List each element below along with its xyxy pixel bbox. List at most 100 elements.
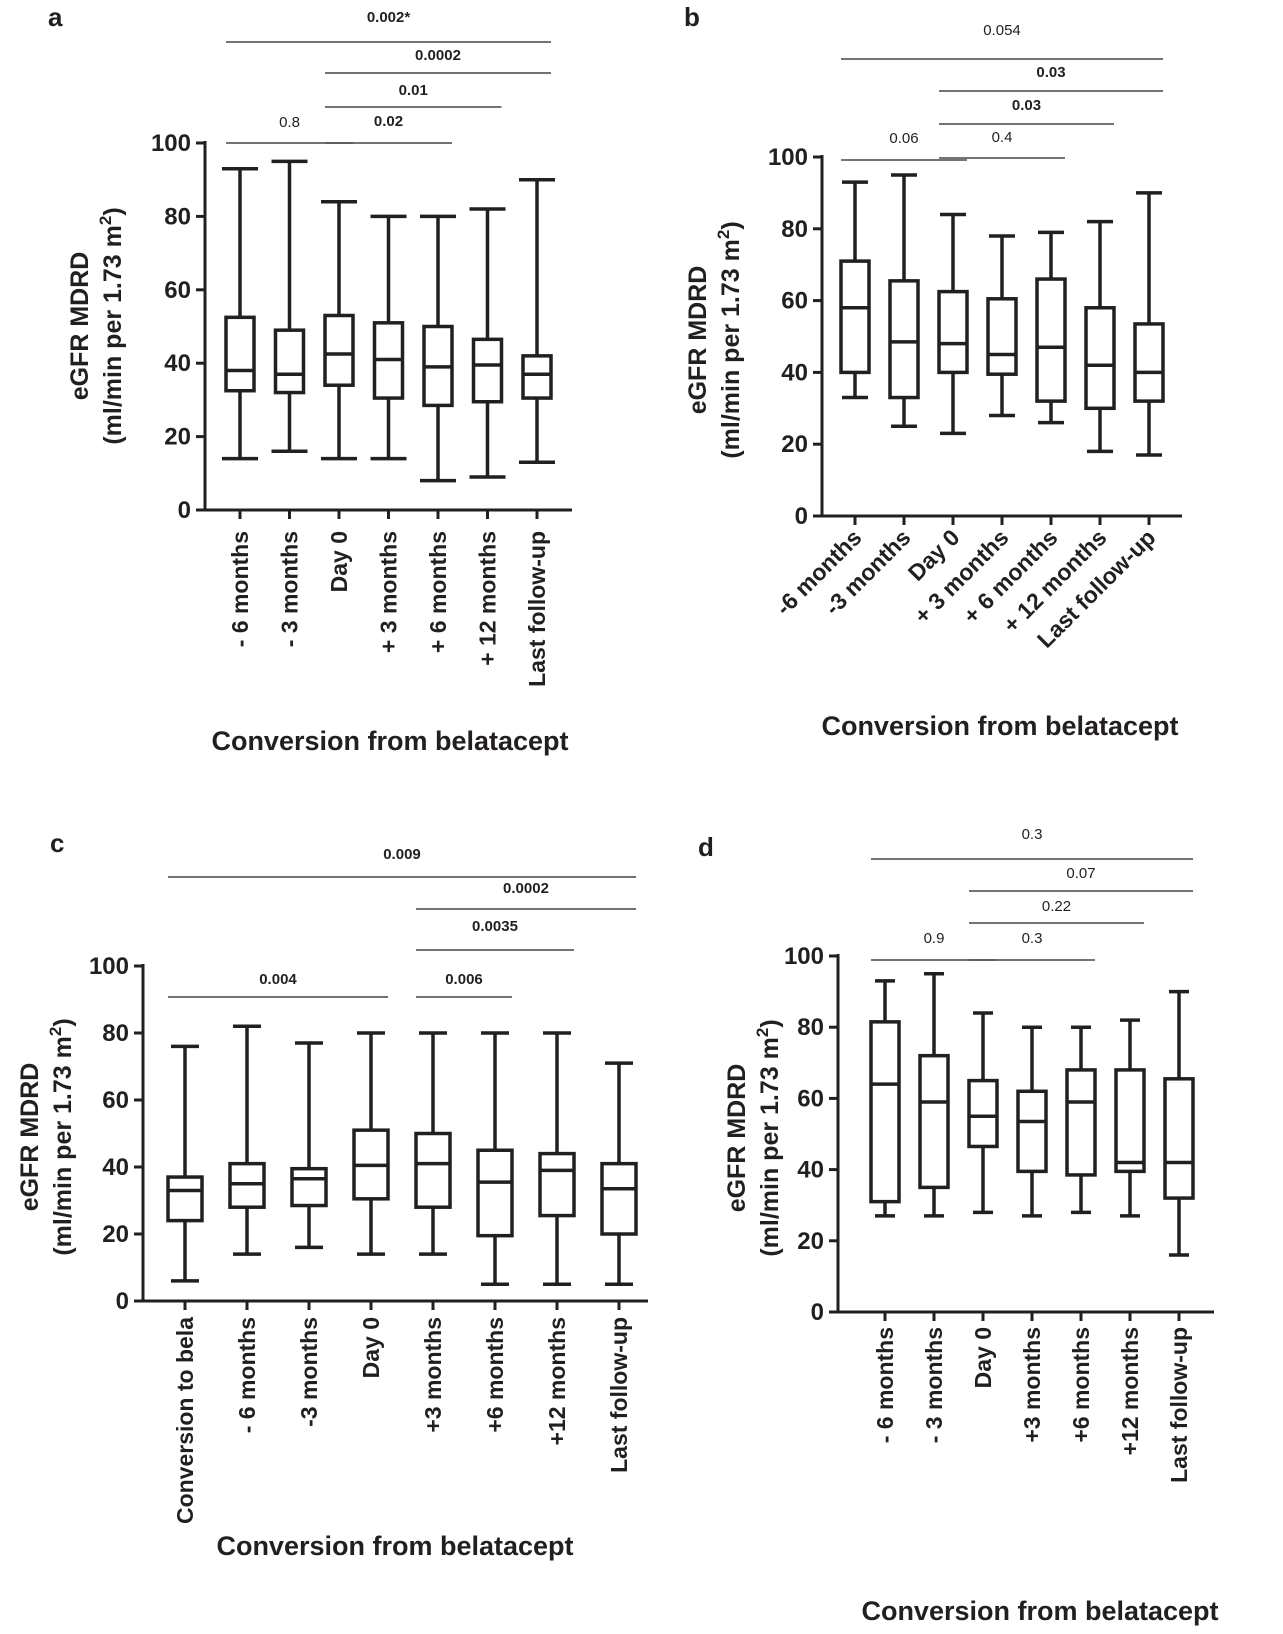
y-axis-title-superscript: 2 (714, 230, 733, 239)
y-axis-title-line1: eGFR MDRD (723, 1064, 751, 1213)
p-value-label: 0.002* (367, 9, 411, 26)
y-tick-label: 80 (781, 216, 808, 243)
x-category-label: Last follow-up (524, 531, 550, 687)
x-category-label: + 12 months (475, 531, 501, 666)
iqr-box (521, 354, 553, 400)
y-tick-label: 20 (797, 1228, 824, 1255)
box-5: +6 months (1065, 1025, 1097, 1443)
p-value-label: 0.8 (279, 114, 300, 131)
y-tick-label: 100 (89, 953, 129, 980)
x-category-label: +6 months (482, 1317, 508, 1433)
x-category-label: - 6 months (234, 1317, 260, 1433)
y-axis-title-close: ) (99, 207, 127, 215)
y-tick-label: 60 (102, 1087, 129, 1114)
y-tick-label: 100 (784, 943, 824, 970)
iqr-box (1084, 306, 1116, 411)
y-axis-title-line2: (ml/min per 1.73 m (756, 1037, 784, 1257)
y-axis-title-line1: eGFR MDRD (16, 1063, 44, 1212)
box-1: Conversion to bela (166, 1044, 204, 1524)
p-value-label: 0.006 (445, 971, 483, 988)
box-7: Last follow-up (519, 177, 555, 687)
significance-bracket: 0.07 (969, 865, 1193, 892)
panel-letter: a (48, 2, 63, 32)
y-tick-label: 60 (797, 1085, 824, 1112)
significance-bracket: 0.01 (325, 82, 502, 108)
y-axis-title-line2: (ml/min per 1.73 m (49, 1036, 77, 1256)
box-1: - 6 months (869, 979, 901, 1443)
iqr-box (414, 1131, 452, 1209)
p-value-label: 0.054 (983, 22, 1021, 39)
y-tick-label: 40 (164, 350, 191, 377)
p-value-label: 0.0002 (415, 47, 461, 64)
y-axis-title: eGFR MDRD (ml/min per 1.73 m2) (66, 207, 127, 444)
p-value-label: 0.03 (1012, 97, 1041, 114)
significance-bracket: 0.9 (871, 930, 997, 961)
y-axis-title-superscript: 2 (46, 1027, 65, 1036)
box-4: Day 0 (352, 1031, 390, 1378)
p-value-label: 0.0002 (503, 880, 549, 897)
significance-bracket: 0.054 (841, 22, 1163, 60)
y-tick-label: 0 (178, 497, 191, 524)
box-2: - 3 months (918, 972, 950, 1443)
iqr-box (967, 1078, 999, 1149)
significance-bracket: 0.0035 (416, 918, 574, 951)
y-axis-title-line1: eGFR MDRD (684, 266, 712, 415)
box-2: - 3 months (271, 159, 308, 647)
iqr-box (323, 313, 355, 387)
iqr-box (918, 1053, 950, 1190)
box-3: Day 0 (321, 199, 357, 592)
y-axis-title-line1: eGFR MDRD (66, 252, 94, 401)
x-category-label: - 3 months (921, 1327, 947, 1443)
panel-a: a 0 20 40 60 80 100 - 6 months - 3 months Day 0 + … (48, 2, 572, 756)
y-axis-title-line2: (ml/min per 1.73 m (99, 225, 127, 445)
box-6: +6 months (476, 1031, 514, 1433)
iqr-box (224, 315, 256, 393)
box-7: Last follow-up (1163, 989, 1195, 1483)
p-value-label: 0.02 (374, 113, 403, 130)
significance-bracket: 0.002* (226, 9, 551, 43)
iqr-box (1163, 1077, 1195, 1200)
box-7: +12 months (538, 1031, 576, 1445)
x-category-label: +6 months (1068, 1327, 1094, 1443)
x-category-label: +12 months (1117, 1327, 1143, 1455)
panel-letter: d (698, 832, 714, 862)
x-category-label: - 3 months (277, 531, 303, 647)
iqr-box (888, 279, 920, 400)
box-6: + 12 months (469, 207, 506, 666)
iqr-box (471, 337, 504, 404)
significance-bracket: 0.0002 (416, 880, 636, 910)
p-value-label: 0.06 (889, 130, 918, 147)
y-tick-label: 100 (768, 144, 808, 171)
panel-letter: b (684, 2, 700, 32)
box-5: + 6 months (420, 214, 456, 653)
box-5: +3 months (414, 1031, 452, 1433)
x-category-label: +3 months (1019, 1327, 1045, 1443)
box-6: +12 months (1114, 1018, 1146, 1455)
y-axis-title: eGFR MDRD (ml/min per 1.73 m2) (684, 221, 745, 458)
p-value-label: 0.01 (399, 82, 428, 99)
significance-bracket: 0.3 (969, 930, 1095, 961)
y-tick-label: 80 (797, 1014, 824, 1041)
x-category-label: Day 0 (970, 1327, 996, 1388)
iqr-box (937, 289, 969, 375)
significance-bracket: 0.02 (325, 113, 452, 144)
iqr-box (986, 297, 1018, 376)
iqr-box (600, 1161, 638, 1236)
p-value-label: 0.3 (1022, 826, 1043, 843)
x-category-label: Last follow-up (1166, 1327, 1192, 1483)
x-category-label: Last follow-up (606, 1317, 632, 1473)
x-category-label: +3 months (420, 1317, 446, 1433)
p-value-label: 0.22 (1042, 898, 1071, 915)
box-1: - 6 months (222, 166, 258, 647)
x-category-label: -3 months (296, 1317, 322, 1427)
significance-bracket: 0.03 (939, 97, 1114, 125)
y-tick-label: 40 (781, 359, 808, 386)
y-tick-label: 100 (151, 130, 191, 157)
x-category-label: Day 0 (358, 1317, 384, 1378)
iqr-box (839, 259, 871, 375)
significance-bracket: 0.004 (168, 971, 388, 998)
iqr-box (290, 1166, 328, 1208)
y-tick-label: 40 (102, 1154, 129, 1181)
y-tick-label: 0 (116, 1288, 129, 1315)
